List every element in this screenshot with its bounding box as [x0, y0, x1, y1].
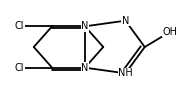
Text: N: N — [81, 63, 89, 73]
Text: NH: NH — [118, 68, 133, 78]
Text: OH: OH — [162, 27, 177, 37]
Text: N: N — [122, 16, 129, 26]
Text: Cl: Cl — [14, 63, 24, 73]
Text: N: N — [81, 21, 89, 31]
Text: Cl: Cl — [14, 21, 24, 31]
